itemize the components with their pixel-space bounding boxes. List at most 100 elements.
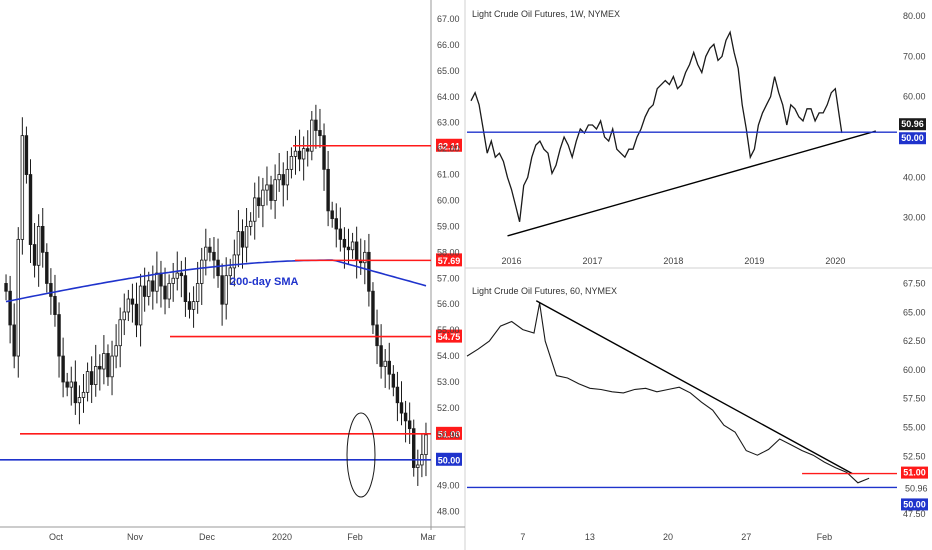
candle-body <box>49 283 53 297</box>
candle-body <box>204 246 208 261</box>
sma-annotation: 200-day SMA <box>230 276 299 288</box>
candle-body <box>142 285 147 297</box>
x-tick-label: 27 <box>741 532 751 542</box>
y-tick-label: 56.00 <box>437 299 460 309</box>
candle-body <box>57 314 61 357</box>
candle-body <box>20 135 25 240</box>
candle-body <box>159 272 163 287</box>
candle-body <box>346 246 351 251</box>
candle-body <box>216 259 220 277</box>
candle-body <box>403 412 408 422</box>
y-tick-label: 65.00 <box>437 66 460 76</box>
candle-body <box>322 135 326 170</box>
candle-body <box>416 464 420 468</box>
y-tick-label: 70.00 <box>903 51 926 61</box>
candle-body <box>297 150 302 160</box>
y-tick-label: 40.00 <box>903 172 926 182</box>
candle-body <box>45 251 49 284</box>
y-tick-label: 30.00 <box>903 213 926 223</box>
candle-body <box>171 277 175 284</box>
hourly-price-series <box>466 302 870 484</box>
candle-body <box>289 155 294 170</box>
candle-body <box>94 366 98 385</box>
hourly-blue-tag <box>901 498 928 511</box>
candle-body <box>200 259 204 284</box>
y-tick-label: 67.50 <box>903 278 926 288</box>
y-tick-label: 65.00 <box>903 307 926 317</box>
candle-body <box>232 254 237 269</box>
candle-body <box>32 244 37 266</box>
candle-body <box>167 283 171 300</box>
candle-body <box>138 285 143 326</box>
y-tick-label: 60.00 <box>903 365 926 375</box>
weekly-chart-title: Light Crude Oil Futures, 1W, NYMEX <box>472 9 620 19</box>
candle-body <box>102 353 106 370</box>
weekly-trendline <box>507 130 877 237</box>
x-tick-label: 7 <box>520 532 525 542</box>
hourly-red-tag <box>901 466 928 479</box>
y-tick-label: 62.50 <box>903 336 926 346</box>
candle-body <box>73 381 78 404</box>
candle-body <box>65 381 69 388</box>
candle-body <box>248 220 253 227</box>
candle-body <box>383 360 387 367</box>
x-tick-label: Feb <box>817 532 833 542</box>
candle-body <box>89 371 94 385</box>
candle-body <box>314 119 318 131</box>
candle-body <box>387 360 391 375</box>
x-tick-label: 20 <box>663 532 673 542</box>
candle-body <box>61 355 65 383</box>
x-tick-label: 2020 <box>825 256 845 266</box>
y-tick-label: 49.00 <box>437 481 460 491</box>
candle-body <box>53 296 57 315</box>
hourly-last-price-label: 50.96 <box>905 483 928 493</box>
y-tick-label: 57.50 <box>903 394 926 404</box>
y-tick-label: 54.00 <box>437 351 460 361</box>
candle-body <box>379 345 383 367</box>
price-level-tag <box>436 426 462 440</box>
candle-body <box>395 386 400 404</box>
weekly-level-label: 50.00 <box>901 133 924 143</box>
candle-body <box>236 231 241 256</box>
candle-body <box>8 290 12 326</box>
y-tick-label: 55.00 <box>437 325 460 335</box>
y-tick-label: 60.00 <box>903 92 926 102</box>
candle-body <box>155 272 159 292</box>
y-tick-label: 66.00 <box>437 40 460 50</box>
candle-body <box>244 226 249 248</box>
candle-body <box>253 197 257 222</box>
candle-body <box>273 179 277 201</box>
y-tick-label: 48.00 <box>437 507 460 517</box>
y-tick-label: 64.00 <box>437 92 460 102</box>
x-tick-label: 2020 <box>272 532 292 542</box>
candle-body <box>163 285 167 300</box>
candle-body <box>28 174 33 245</box>
y-tick-label: 61.00 <box>437 170 460 180</box>
weekly-level-tag <box>899 132 926 145</box>
candle-body <box>41 226 45 253</box>
candle-body <box>407 420 412 430</box>
weekly-line-panel: 50.96 50.00 30.00 40.00 60.00 70.00 80.00 2016 2… <box>467 11 926 266</box>
candle-body <box>269 184 273 201</box>
candle-body <box>195 283 200 302</box>
candle-body <box>350 241 355 251</box>
candle-body <box>69 381 73 388</box>
x-tick-label: 2016 <box>502 256 522 266</box>
candle-body <box>391 373 396 388</box>
candle-body <box>310 119 314 152</box>
weekly-last-price-tag <box>899 118 926 131</box>
x-tick-label: Feb <box>347 532 363 542</box>
candle-body <box>110 355 114 378</box>
candle-body <box>134 303 139 326</box>
candle-body <box>122 311 126 321</box>
candle-body <box>106 353 110 378</box>
candle-body <box>130 298 135 305</box>
candle-body <box>265 184 269 191</box>
candle-body <box>187 301 192 310</box>
y-tick-label: 52.50 <box>903 451 926 461</box>
candle-body <box>285 168 290 186</box>
candle-body <box>330 210 334 220</box>
price-level-tag <box>436 452 462 466</box>
candle-body <box>191 301 196 310</box>
